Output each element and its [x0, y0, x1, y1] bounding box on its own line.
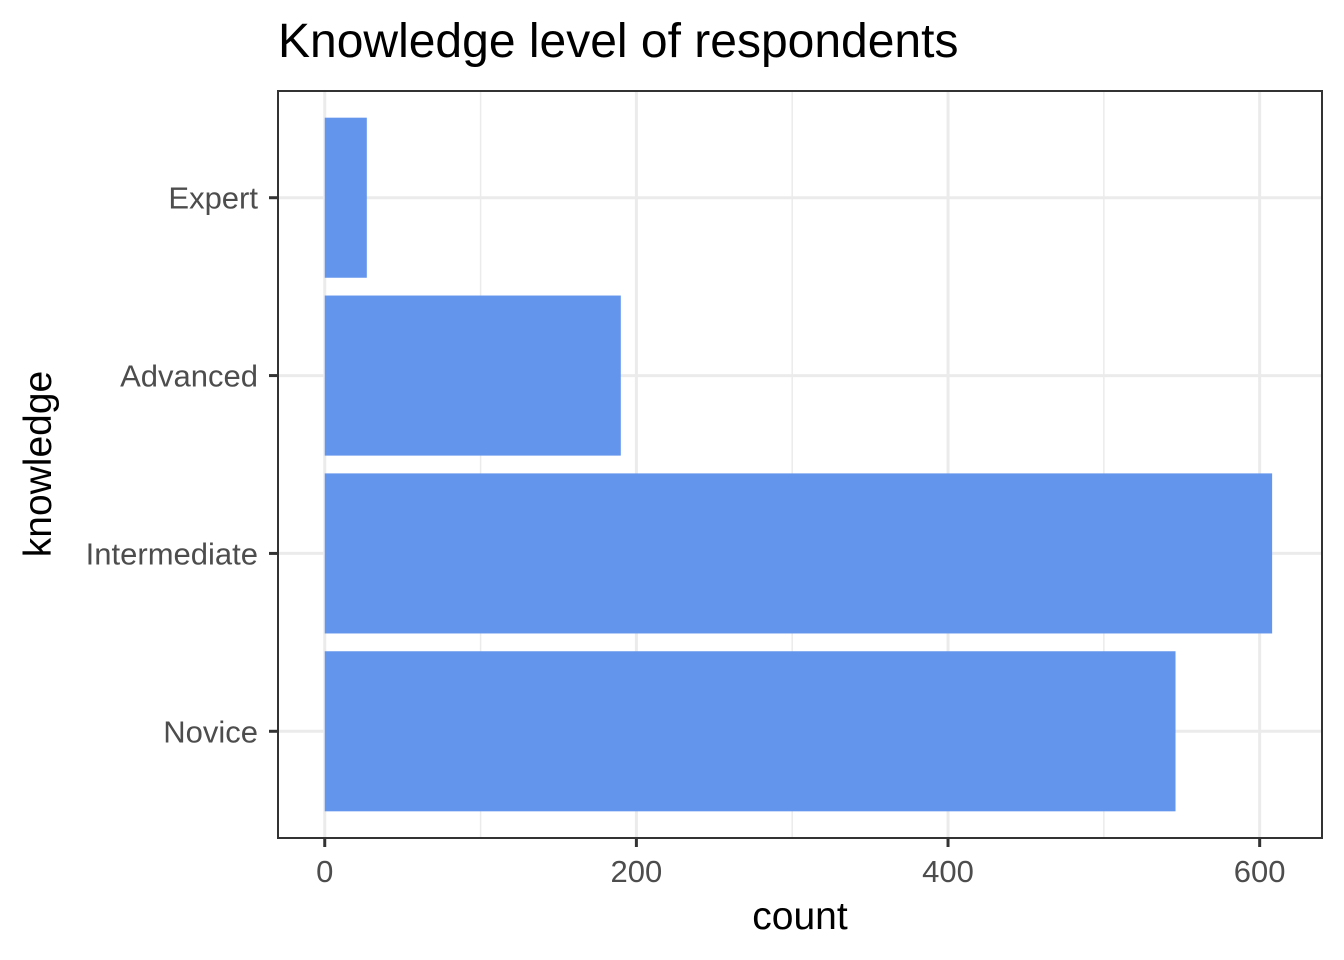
- y-axis-title: knowledge: [17, 371, 60, 557]
- x-axis-title: count: [752, 895, 848, 938]
- chart-title: Knowledge level of respondents: [278, 15, 958, 68]
- x-axis: 0 200 400 600: [316, 838, 1286, 889]
- panel-border: [277, 90, 1323, 839]
- y-tick-label: Novice: [163, 714, 258, 749]
- bar-intermediate: [324, 473, 1273, 634]
- y-tick-label: Advanced: [120, 359, 258, 394]
- bars: [324, 117, 1273, 812]
- bar-advanced: [324, 295, 621, 456]
- y-tick-label: Expert: [168, 181, 258, 216]
- x-tick-label: 600: [1234, 854, 1286, 889]
- x-tick-label: 400: [922, 854, 974, 889]
- bar-expert: [324, 117, 367, 278]
- y-tick-label: Intermediate: [86, 536, 258, 571]
- x-tick-label: 0: [316, 854, 333, 889]
- bar-novice: [324, 651, 1176, 812]
- y-axis: Expert Advanced Intermediate Novice: [86, 181, 278, 749]
- x-tick-label: 200: [611, 854, 663, 889]
